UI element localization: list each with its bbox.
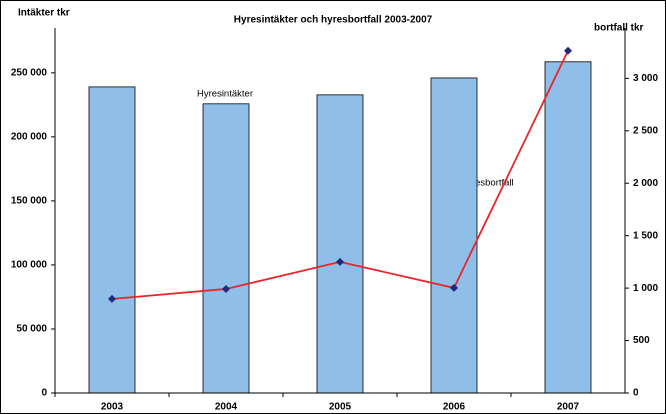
bar <box>88 86 136 394</box>
y-tick-label: 50 000 <box>16 324 47 335</box>
x-tick-label: 2005 <box>329 402 352 413</box>
bar <box>202 103 250 394</box>
y2-axis-label: bortfall tkr <box>594 23 644 34</box>
marker <box>564 46 572 55</box>
y-tick-label: 100 000 <box>11 260 48 271</box>
y-tick-label: 0 <box>41 388 47 399</box>
y2-tick-label: 500 <box>633 335 650 346</box>
y2-tick-label: 1 500 <box>633 230 658 241</box>
bar <box>544 61 592 394</box>
y-axis-label: Intäkter tkr <box>18 8 70 19</box>
y2-tick-label: 0 <box>633 388 639 399</box>
x-tick-label: 2003 <box>101 402 124 413</box>
bar <box>316 94 364 394</box>
y-tick-label: 250 000 <box>11 67 48 78</box>
y2-tick-label: 2 500 <box>633 125 658 136</box>
x-tick-label: 2006 <box>443 402 466 413</box>
y-tick-label: 150 000 <box>11 196 48 207</box>
x-tick-label: 2004 <box>215 402 238 413</box>
marker <box>336 257 344 266</box>
marker <box>108 294 116 303</box>
y2-tick-label: 3 000 <box>633 73 658 84</box>
y-tick-label: 200 000 <box>11 132 48 143</box>
y2-tick-label: 1 000 <box>633 283 658 294</box>
chart-title: Hyresintäkter och hyresbortfall 2003-200… <box>234 15 433 26</box>
annotation: Hyresbortfall <box>460 178 513 189</box>
marker <box>222 284 230 293</box>
marker <box>450 283 458 292</box>
y2-tick-label: 2 000 <box>633 178 658 189</box>
annotation: Hyresintäkter <box>197 89 253 100</box>
x-tick-label: 2007 <box>557 402 580 413</box>
bar <box>430 77 478 394</box>
